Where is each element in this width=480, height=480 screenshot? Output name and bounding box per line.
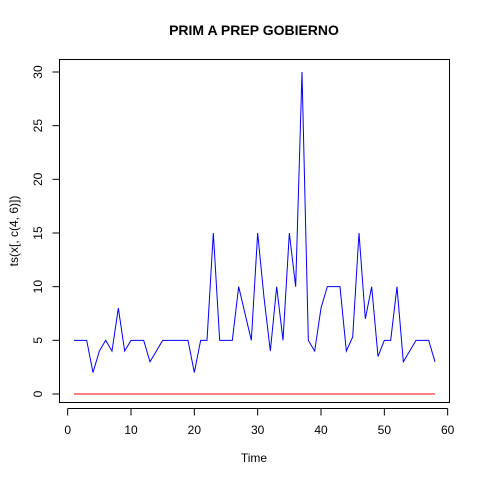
x-tick-label: 20: [188, 423, 202, 437]
x-tick-label: 0: [64, 423, 71, 437]
y-tick-label: 15: [31, 226, 45, 240]
y-tick-label: 5: [31, 337, 45, 344]
y-tick-label: 30: [31, 65, 45, 79]
x-tick-label: 10: [124, 423, 138, 437]
y-tick-label: 10: [31, 280, 45, 294]
chart-title: PRIM A PREP GOBIERNO: [169, 22, 339, 38]
x-axis: 0 10 20 30 40 50 60: [64, 408, 455, 437]
y-tick-label: 0: [31, 390, 45, 397]
x-axis-label: Time: [241, 451, 268, 465]
x-tick-label: 60: [441, 423, 455, 437]
series-line-1: [74, 71, 436, 373]
y-axis-label: ts(x[, c(4, 6)]): [7, 196, 21, 267]
plot-area-border: [59, 59, 450, 403]
x-tick-label: 40: [314, 423, 328, 437]
y-tick-label: 20: [31, 172, 45, 186]
y-axis: 0 5 10 15 20 25 30: [31, 65, 60, 397]
y-tick-label: 25: [31, 119, 45, 133]
x-tick-label: 30: [251, 423, 265, 437]
x-tick-label: 50: [378, 423, 392, 437]
series-layer: [74, 71, 436, 395]
